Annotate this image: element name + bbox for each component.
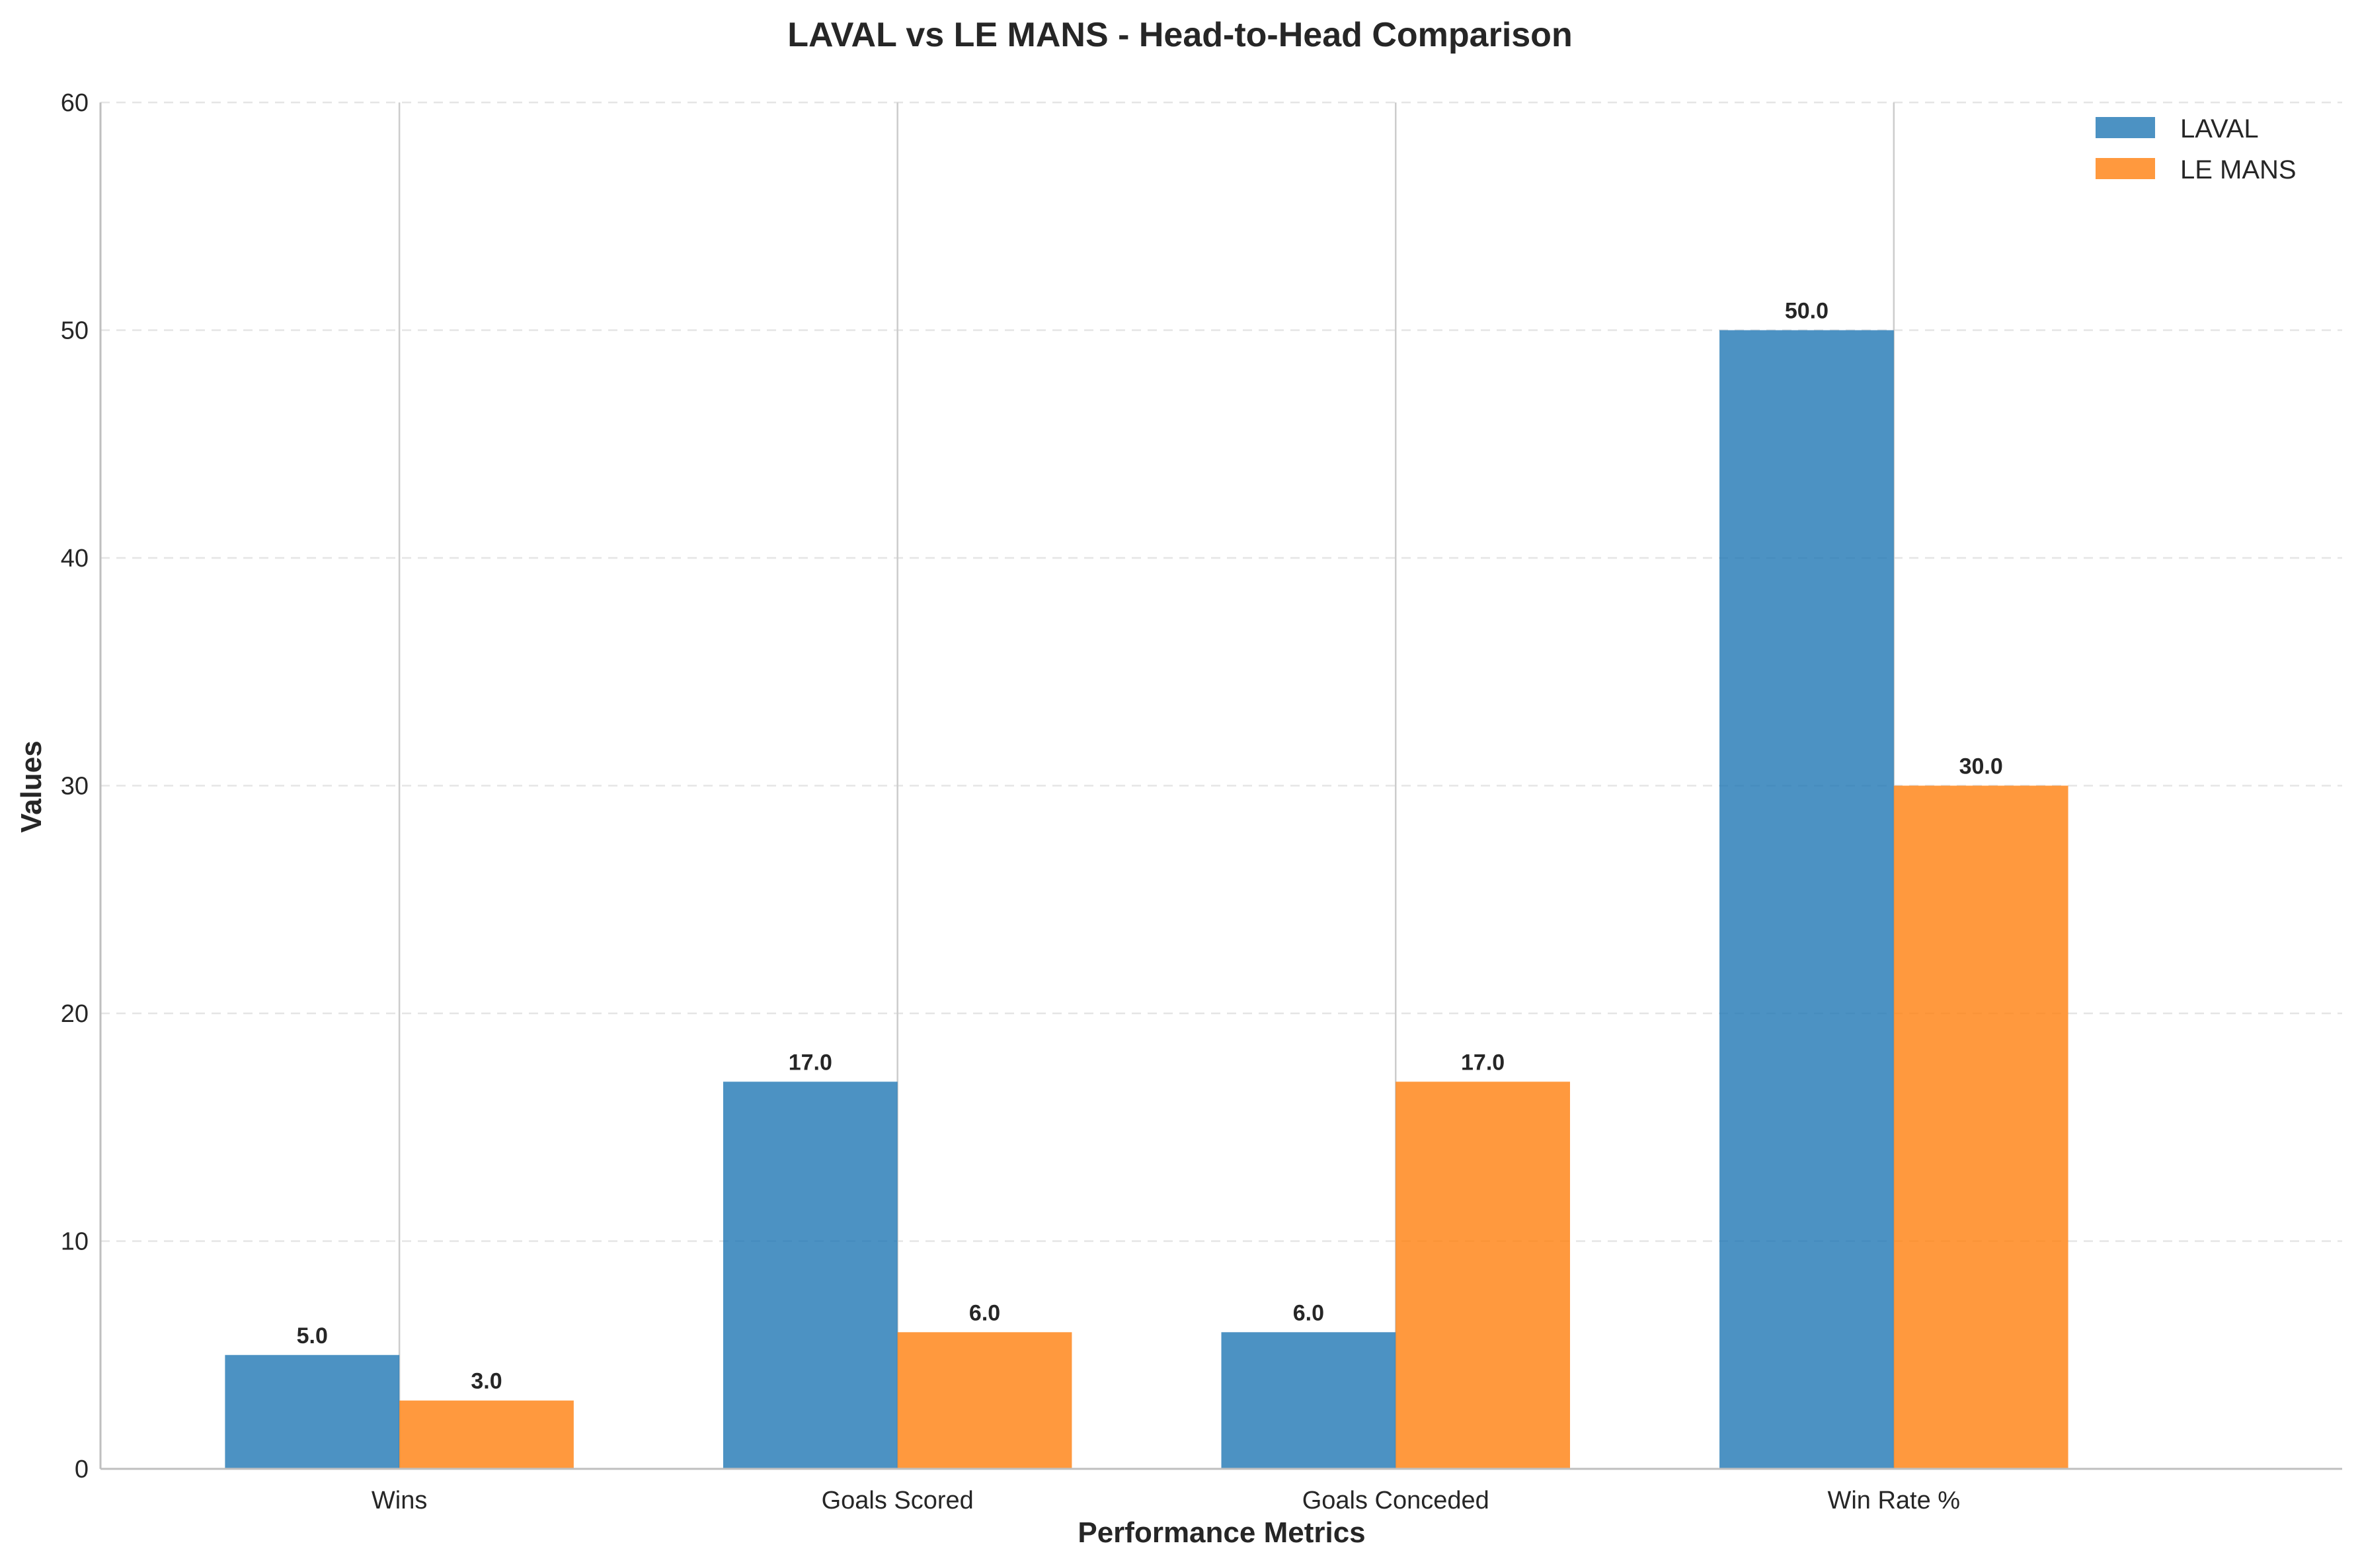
data-labels: 5.0 17.0 6.0 50.0 3.0 6.0 17.0 30.0 [297,299,2003,1394]
bar-le-mans-1 [399,1400,574,1469]
data-label: 6.0 [969,1300,1000,1325]
axes [99,102,2342,1470]
bar-le-mans-2 [897,1332,1072,1469]
x-axis-label: Performance Metrics [1078,1516,1365,1549]
legend-label: LE MANS [2180,155,2297,184]
data-label: 17.0 [1461,1050,1505,1075]
x-tick-label: Goals Scored [822,1487,974,1514]
bar-laval-4 [1719,330,1894,1469]
grid-lines [100,101,2342,1242]
legend-swatch-laval [2096,117,2155,138]
y-tick-label: 40 [61,545,89,572]
x-tick-label: Goals Conceded [1302,1487,1489,1514]
y-axis-label: Values [15,740,48,832]
y-tick-label: 20 [61,1000,89,1028]
bar-laval-1 [225,1354,400,1469]
y-tick-label: 0 [75,1456,89,1483]
bar-le-mans-4 [1893,785,2068,1469]
data-label: 50.0 [1785,299,1829,324]
bar-laval-3 [1221,1332,1396,1469]
chart-title: LAVAL vs LE MANS - Head-to-Head Comparis… [787,16,1572,54]
y-tick-label: 10 [61,1228,89,1256]
y-tick-label: 30 [61,773,89,801]
legend-swatch-le-mans [2096,158,2155,179]
y-tick-label: 50 [61,317,89,345]
data-label: 30.0 [1959,754,2003,779]
x-tick-label: Wins [372,1487,427,1514]
y-tick-labels: 0 10 20 30 40 50 60 [61,89,89,1483]
legend: LAVAL LE MANS [2096,114,2297,184]
data-label: 17.0 [789,1050,832,1075]
data-label: 5.0 [297,1323,328,1349]
x-tick-labels: Wins Goals Scored Goals Conceded Win Rate % [372,1487,1960,1514]
bar-le-mans-3 [1396,1081,1570,1469]
bars [225,330,2068,1469]
x-tick-label: Win Rate % [1827,1487,1960,1514]
data-label: 3.0 [471,1369,502,1394]
legend-label: LAVAL [2180,114,2259,143]
y-tick-label: 60 [61,89,89,117]
bar-laval-2 [723,1081,898,1469]
data-label: 6.0 [1293,1300,1324,1325]
